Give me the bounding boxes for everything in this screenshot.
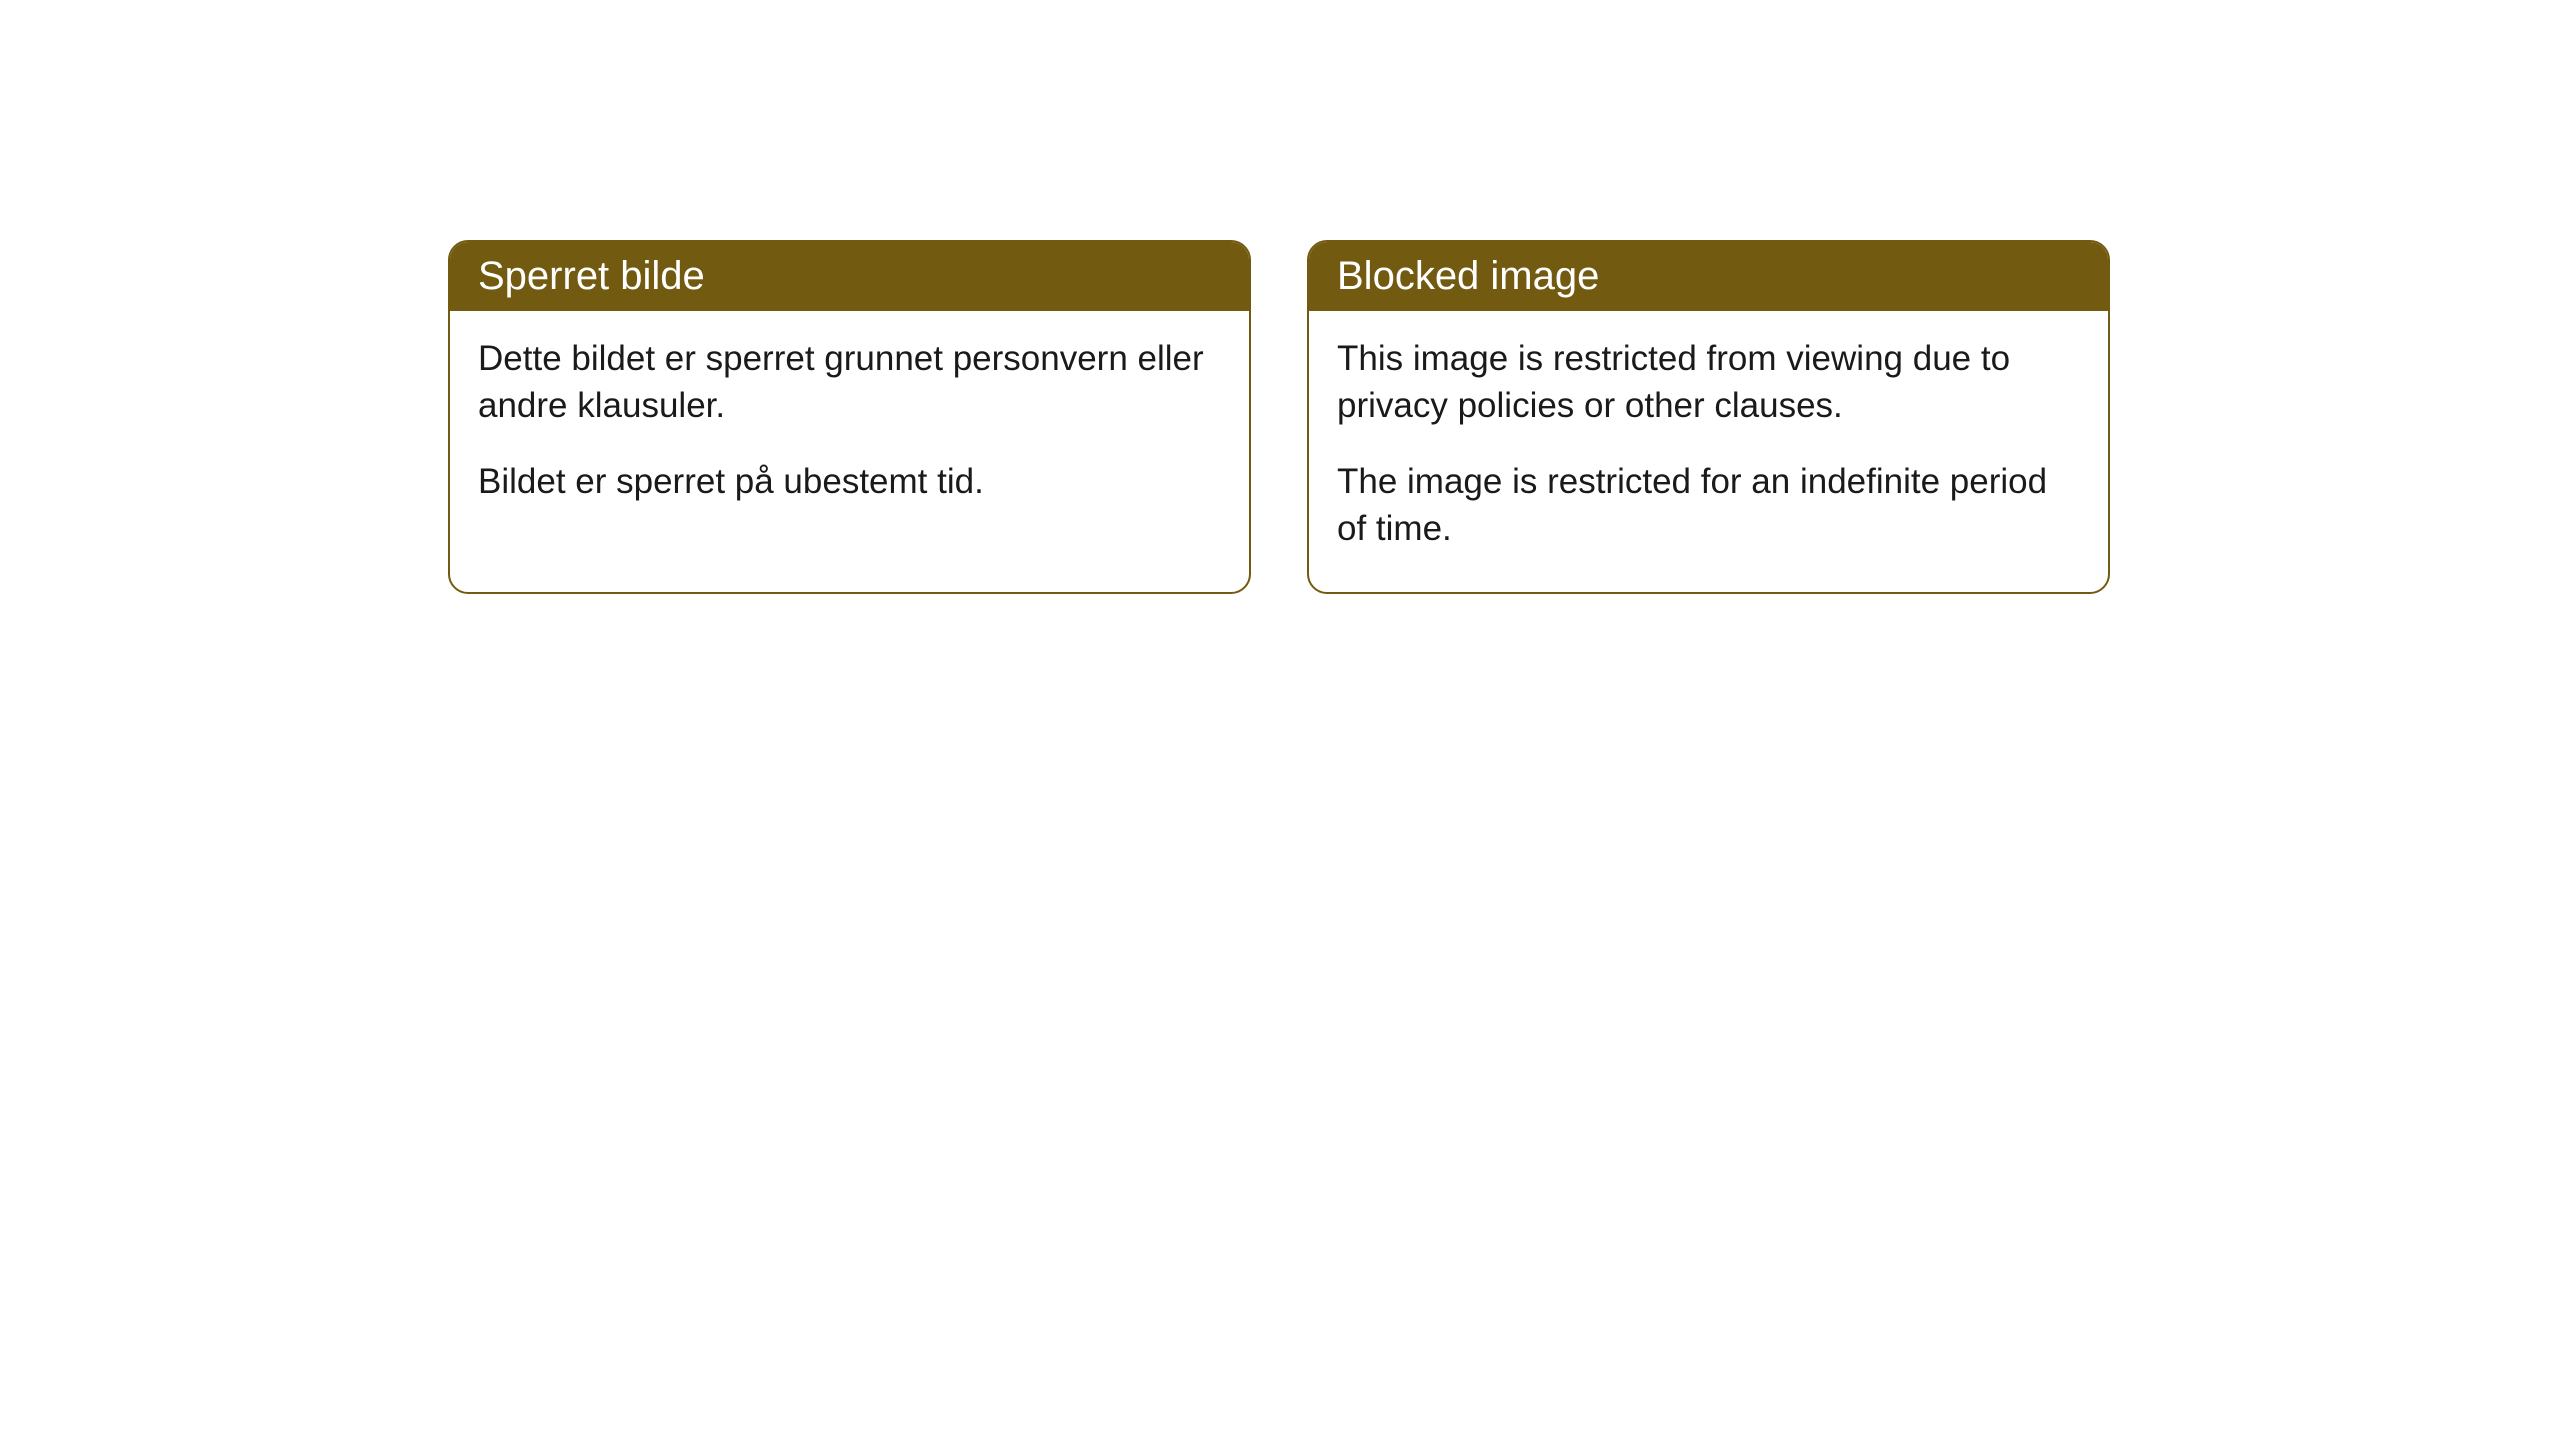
notice-paragraph: The image is restricted for an indefinit…	[1337, 458, 2080, 553]
notice-paragraph: Bildet er sperret på ubestemt tid.	[478, 458, 1221, 505]
notice-title-en: Blocked image	[1337, 254, 1599, 298]
notice-body-no: Dette bildet er sperret grunnet personve…	[450, 311, 1249, 545]
notice-cards-container: Sperret bilde Dette bildet er sperret gr…	[448, 240, 2110, 594]
notice-card-en: Blocked image This image is restricted f…	[1307, 240, 2110, 594]
notice-title-no: Sperret bilde	[478, 254, 705, 298]
notice-paragraph: This image is restricted from viewing du…	[1337, 335, 2080, 430]
notice-paragraph: Dette bildet er sperret grunnet personve…	[478, 335, 1221, 430]
notice-header-en: Blocked image	[1309, 242, 2108, 311]
notice-body-en: This image is restricted from viewing du…	[1309, 311, 2108, 592]
notice-card-no: Sperret bilde Dette bildet er sperret gr…	[448, 240, 1251, 594]
notice-header-no: Sperret bilde	[450, 242, 1249, 311]
